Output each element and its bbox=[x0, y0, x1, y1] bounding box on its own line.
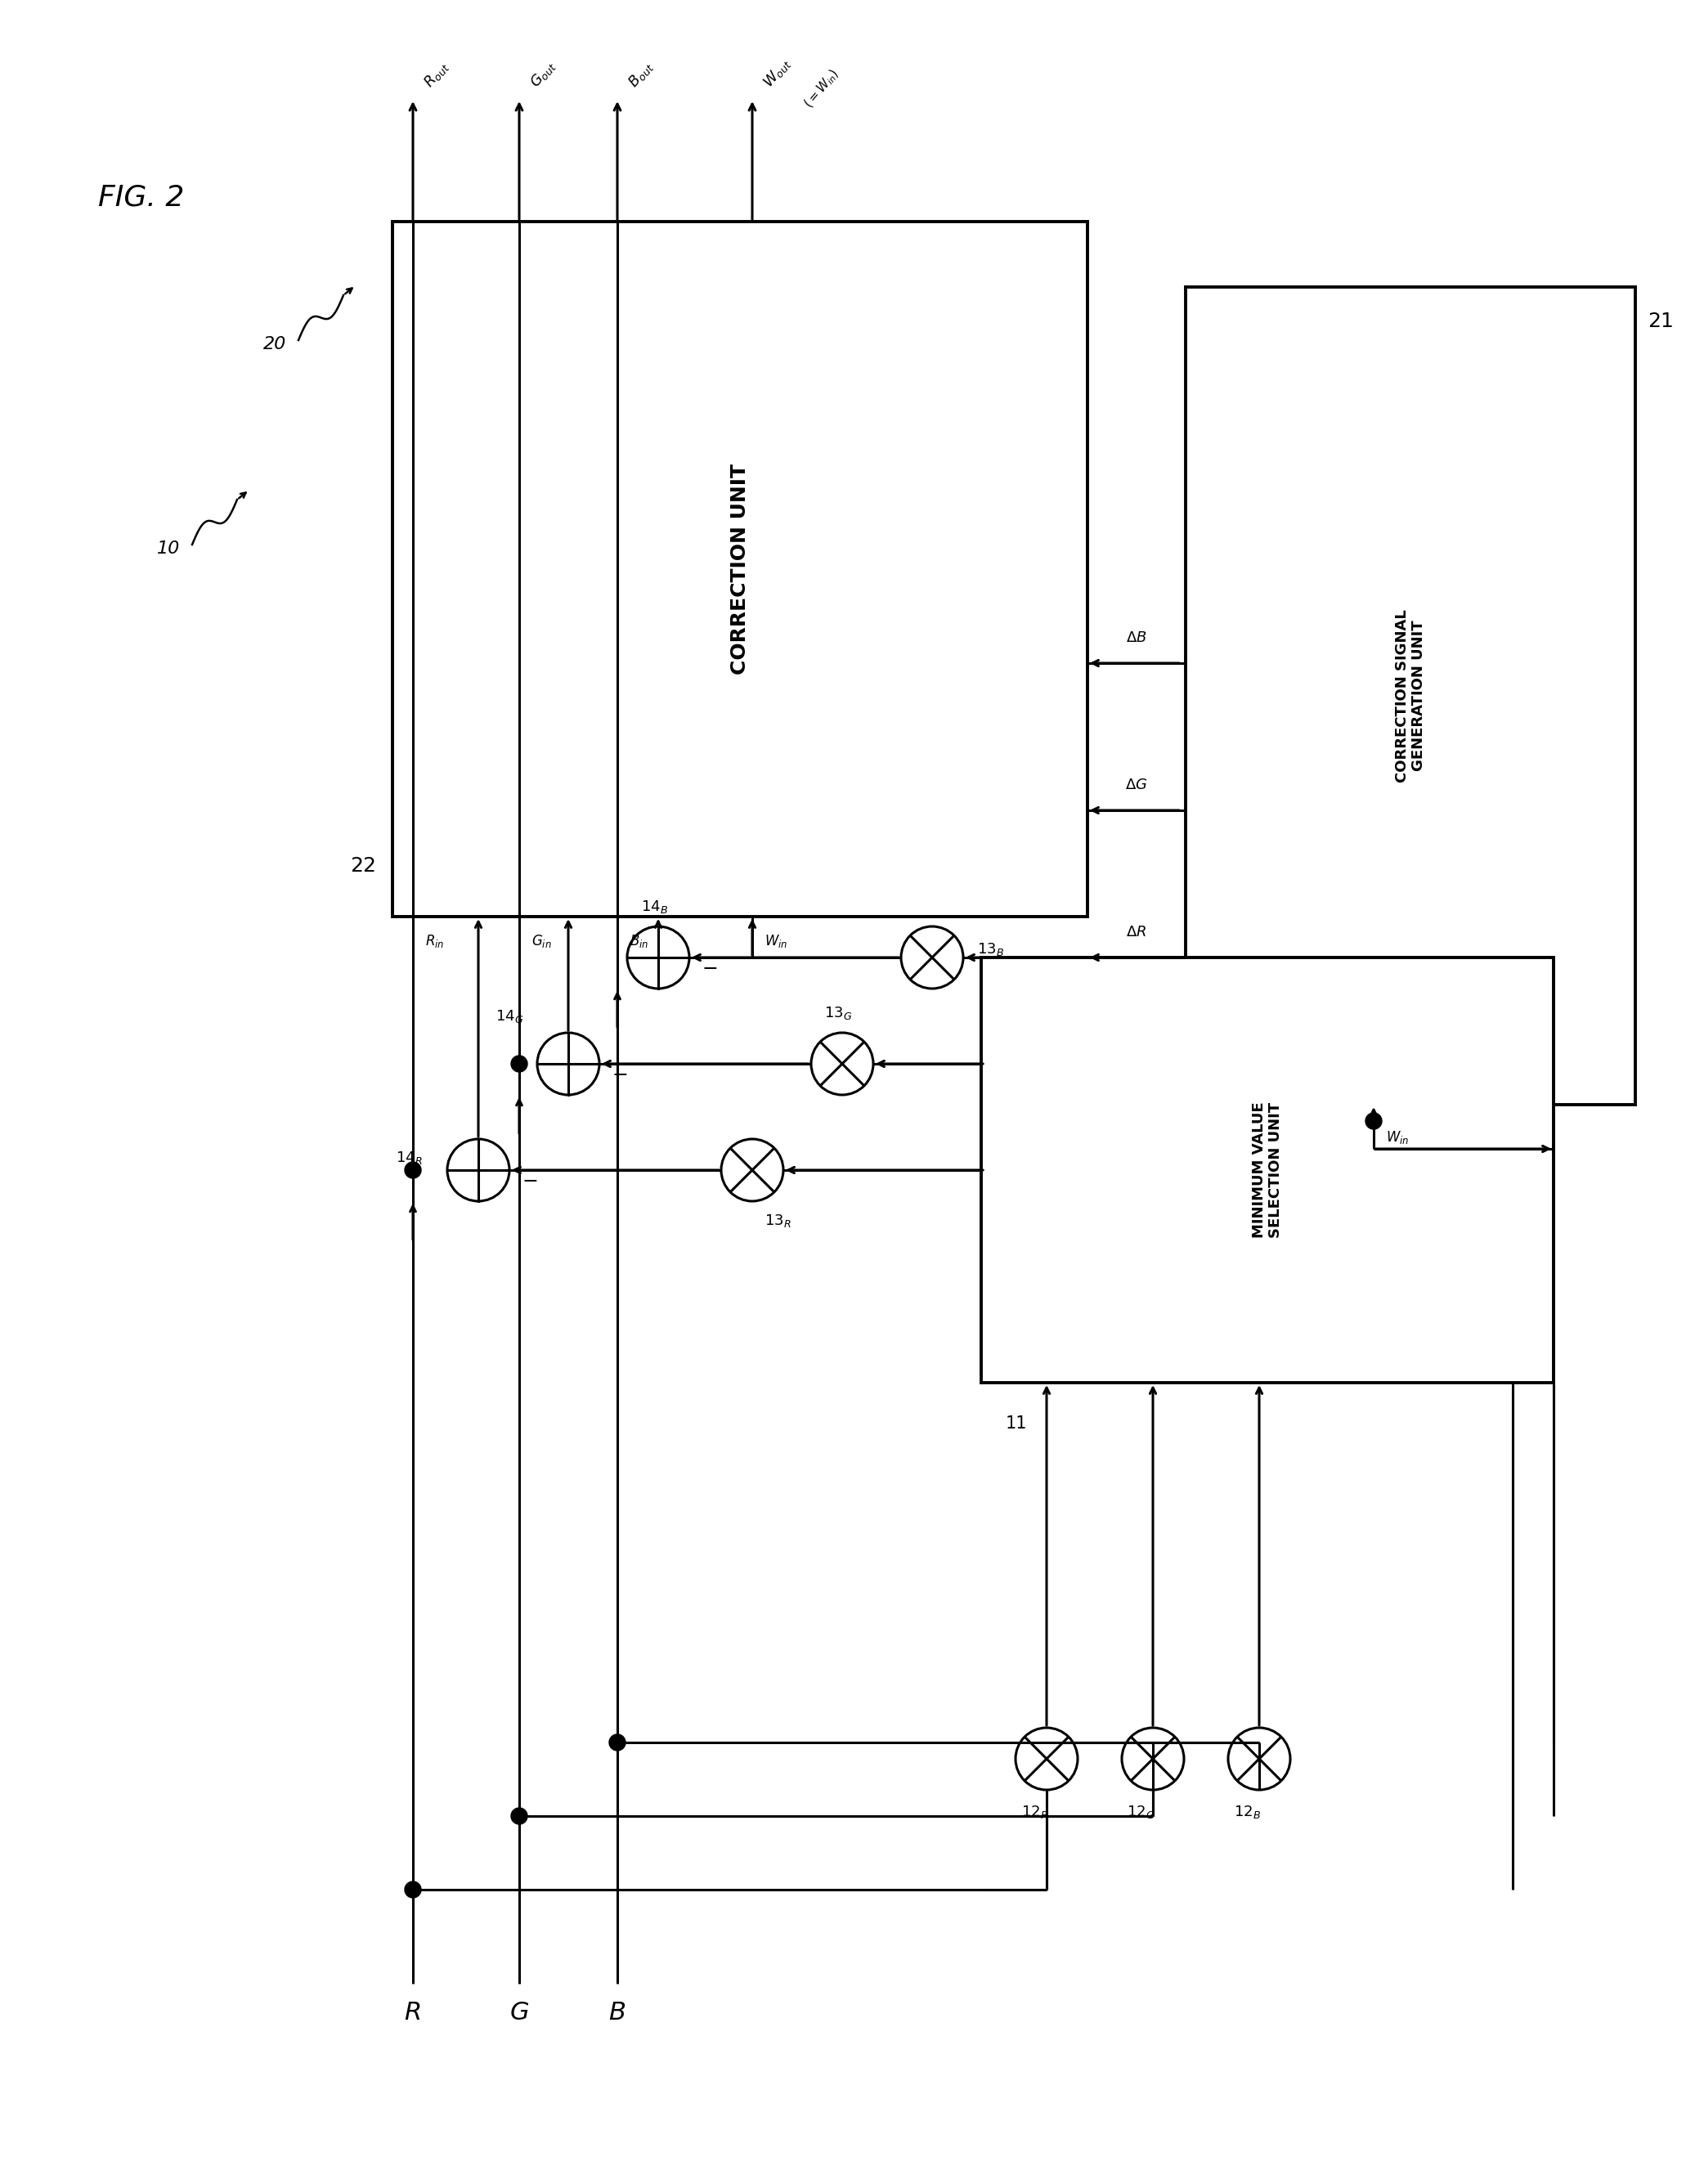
Circle shape bbox=[406, 1880, 421, 1898]
Text: $-$: $-$ bbox=[702, 957, 717, 976]
Text: $(=W_{in})$: $(=W_{in})$ bbox=[801, 66, 842, 111]
Text: $14_R$: $14_R$ bbox=[395, 1149, 423, 1166]
Text: G: G bbox=[509, 2001, 528, 2025]
Text: FIG. 2: FIG. 2 bbox=[99, 183, 184, 212]
Text: $14_G$: $14_G$ bbox=[496, 1009, 523, 1024]
Text: $\Delta R$: $\Delta R$ bbox=[1126, 924, 1147, 939]
Circle shape bbox=[511, 1808, 528, 1824]
Text: CORRECTION SIGNAL
GENERATION UNIT: CORRECTION SIGNAL GENERATION UNIT bbox=[1394, 609, 1426, 782]
Text: B: B bbox=[608, 2001, 625, 2025]
Text: $13_R$: $13_R$ bbox=[765, 1212, 791, 1230]
Text: $12_G$: $12_G$ bbox=[1126, 1804, 1155, 1819]
Text: $-$: $-$ bbox=[612, 1064, 627, 1083]
Text: $12_R$: $12_R$ bbox=[1021, 1804, 1048, 1819]
Text: $R_{in}$: $R_{in}$ bbox=[426, 933, 445, 950]
Bar bbox=[982, 957, 1554, 1382]
Text: 11: 11 bbox=[1005, 1415, 1028, 1433]
Circle shape bbox=[1365, 1114, 1382, 1129]
Text: MINIMUM VALUE
SELECTION UNIT: MINIMUM VALUE SELECTION UNIT bbox=[1251, 1103, 1283, 1238]
Text: $G_{in}$: $G_{in}$ bbox=[532, 933, 552, 950]
Text: $\Delta G$: $\Delta G$ bbox=[1125, 778, 1148, 793]
Text: $B_{out}$: $B_{out}$ bbox=[625, 59, 656, 92]
Text: $B_{in}$: $B_{in}$ bbox=[629, 933, 649, 950]
Text: R: R bbox=[404, 2001, 421, 2025]
Text: $13_B$: $13_B$ bbox=[976, 941, 1004, 957]
Circle shape bbox=[511, 1055, 528, 1072]
Text: $13_G$: $13_G$ bbox=[825, 1005, 852, 1022]
Circle shape bbox=[406, 1162, 421, 1177]
Text: 20: 20 bbox=[262, 336, 286, 352]
Text: 22: 22 bbox=[349, 856, 377, 876]
Bar bbox=[1186, 286, 1636, 1105]
Circle shape bbox=[608, 1734, 625, 1752]
Text: CORRECTION UNIT: CORRECTION UNIT bbox=[731, 463, 750, 675]
Text: $W_{out}$: $W_{out}$ bbox=[760, 55, 794, 92]
Text: $G_{out}$: $G_{out}$ bbox=[528, 57, 559, 92]
Text: 10: 10 bbox=[157, 539, 181, 557]
Text: $R_{out}$: $R_{out}$ bbox=[421, 59, 452, 92]
Text: $\Delta B$: $\Delta B$ bbox=[1126, 631, 1147, 644]
Bar bbox=[392, 221, 1087, 917]
Text: $12_B$: $12_B$ bbox=[1234, 1804, 1261, 1819]
Text: 21: 21 bbox=[1648, 312, 1673, 332]
Text: $-$: $-$ bbox=[521, 1171, 538, 1190]
Text: $W_{in}$: $W_{in}$ bbox=[765, 933, 787, 950]
Text: $W_{in}$: $W_{in}$ bbox=[1385, 1129, 1409, 1147]
Text: $14_B$: $14_B$ bbox=[641, 898, 668, 915]
